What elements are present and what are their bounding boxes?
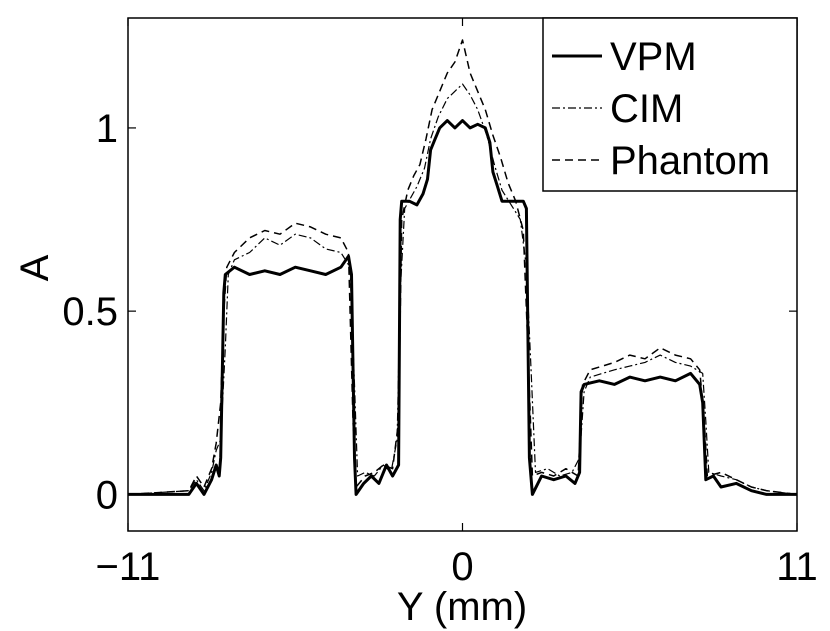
series-line-vpm: [128, 119, 797, 496]
legend-label-phantom: Phantom: [610, 139, 770, 183]
y-tick-label: 1: [96, 107, 118, 151]
x-axis-label: Y (mm): [397, 585, 527, 629]
legend-label-cim: CIM: [610, 87, 683, 131]
x-tick-label: 0: [451, 545, 473, 589]
legend-box: [542, 17, 798, 192]
legend-label-vpm: VPM: [610, 35, 697, 79]
series-layer: [127, 39, 798, 496]
y-tick-label: 0: [96, 473, 118, 517]
series-line-phantom: [127, 39, 798, 496]
series-line-cim: [127, 83, 798, 495]
x-tick-label: −11: [96, 545, 161, 589]
y-tick-label: 0.5: [62, 290, 118, 334]
legend: VPM CIM Phantom: [542, 17, 798, 192]
y-axis-label: A: [13, 254, 57, 281]
x-tick-label: 11: [776, 545, 818, 589]
axes-layer: −11 0 11 0 0.5 1: [62, 18, 818, 589]
